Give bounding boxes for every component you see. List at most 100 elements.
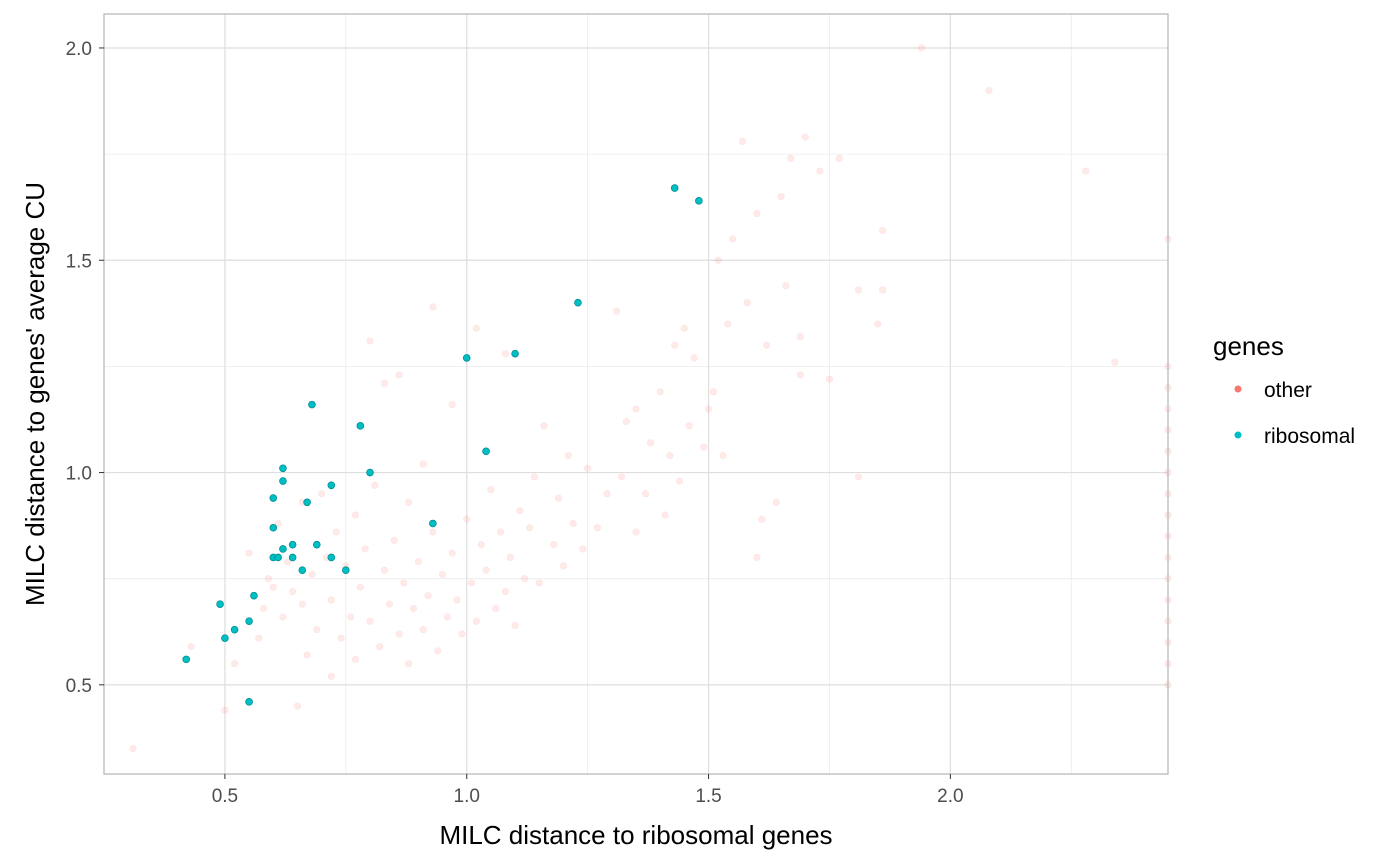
point-other bbox=[298, 600, 306, 608]
point-other bbox=[448, 401, 456, 409]
point-other bbox=[622, 417, 630, 426]
point-other bbox=[1111, 358, 1119, 366]
point-other bbox=[463, 515, 471, 523]
point-other bbox=[796, 333, 805, 341]
point-other bbox=[564, 451, 572, 460]
point-other bbox=[337, 634, 345, 642]
point-other bbox=[835, 154, 843, 162]
point-other bbox=[366, 617, 374, 625]
point-other bbox=[467, 579, 476, 587]
series-ribosomal bbox=[182, 184, 703, 706]
point-other bbox=[555, 494, 563, 502]
point-ribosomal bbox=[279, 545, 287, 553]
point-other bbox=[579, 545, 587, 553]
x-tick-label: 1.0 bbox=[454, 786, 480, 807]
point-other bbox=[646, 439, 655, 447]
point-ribosomal bbox=[695, 197, 703, 205]
point-other bbox=[293, 702, 302, 710]
point-ribosomal bbox=[462, 354, 471, 362]
point-other bbox=[675, 477, 684, 485]
point-other bbox=[559, 562, 568, 570]
point-other bbox=[738, 137, 747, 145]
point-other bbox=[245, 549, 253, 557]
point-ribosomal bbox=[327, 553, 336, 562]
point-other bbox=[260, 604, 268, 613]
point-other bbox=[289, 587, 297, 596]
point-other bbox=[361, 545, 369, 553]
point-other bbox=[777, 192, 785, 201]
point-other bbox=[482, 566, 490, 574]
plot-border bbox=[103, 13, 1169, 775]
point-other bbox=[719, 451, 727, 460]
point-other bbox=[782, 282, 790, 290]
point-other bbox=[550, 541, 558, 549]
point-other bbox=[419, 626, 427, 634]
point-other bbox=[313, 626, 321, 634]
point-other bbox=[1082, 167, 1090, 175]
point-other bbox=[801, 133, 809, 141]
point-other bbox=[656, 388, 664, 396]
point-other bbox=[279, 613, 287, 621]
point-other bbox=[530, 473, 539, 481]
point-ribosomal bbox=[288, 540, 297, 549]
point-other bbox=[221, 706, 229, 714]
point-other bbox=[753, 209, 761, 218]
point-other bbox=[429, 528, 437, 536]
point-other bbox=[327, 672, 335, 680]
point-other bbox=[409, 604, 418, 613]
point-ribosomal bbox=[245, 617, 253, 625]
x-axis-ticks: 0.5 1.0 1.5 2.0 bbox=[212, 774, 964, 807]
point-ribosomal bbox=[279, 464, 287, 473]
point-other bbox=[501, 350, 510, 358]
point-other bbox=[395, 371, 403, 379]
point-other bbox=[632, 405, 640, 413]
point-other bbox=[796, 371, 805, 379]
point-other bbox=[385, 600, 393, 608]
point-other bbox=[584, 464, 592, 472]
point-other bbox=[879, 286, 887, 294]
point-other bbox=[709, 388, 717, 396]
point-other bbox=[458, 630, 466, 638]
point-other bbox=[414, 558, 422, 566]
point-other bbox=[424, 592, 432, 600]
point-other bbox=[472, 617, 481, 625]
point-other bbox=[332, 528, 340, 536]
grid-lines bbox=[104, 14, 1168, 774]
point-other bbox=[347, 613, 355, 621]
legend-label-other: other bbox=[1264, 379, 1312, 402]
point-other bbox=[318, 490, 326, 498]
point-other bbox=[351, 655, 360, 663]
point-other bbox=[724, 320, 732, 328]
point-ribosomal bbox=[274, 553, 282, 562]
point-other bbox=[540, 422, 548, 430]
point-other bbox=[395, 630, 403, 638]
point-other bbox=[569, 519, 577, 528]
point-other bbox=[501, 587, 510, 596]
point-ribosomal bbox=[429, 519, 437, 528]
point-other bbox=[371, 481, 379, 489]
point-other bbox=[376, 643, 384, 651]
x-axis-title: MILC distance to ribosomal genes bbox=[439, 820, 832, 850]
point-other bbox=[264, 575, 273, 583]
point-ribosomal bbox=[269, 494, 278, 502]
point-other bbox=[985, 86, 993, 95]
point-other bbox=[685, 422, 693, 430]
point-other bbox=[356, 583, 364, 591]
point-other bbox=[521, 575, 529, 583]
point-other bbox=[453, 596, 461, 604]
point-other bbox=[714, 256, 722, 264]
point-other bbox=[743, 299, 751, 307]
point-other bbox=[617, 473, 626, 481]
point-ribosomal bbox=[356, 422, 365, 430]
point-other bbox=[472, 324, 481, 332]
point-other bbox=[535, 579, 543, 587]
y-axis-title: MILC distance to genes' average CU bbox=[20, 182, 50, 606]
point-other bbox=[854, 286, 863, 294]
point-other bbox=[632, 528, 640, 536]
x-tick-label: 0.5 bbox=[212, 786, 238, 807]
point-other bbox=[405, 498, 413, 506]
y-tick-label: 1.5 bbox=[66, 251, 92, 272]
point-ribosomal bbox=[366, 468, 374, 477]
point-other bbox=[443, 613, 451, 621]
